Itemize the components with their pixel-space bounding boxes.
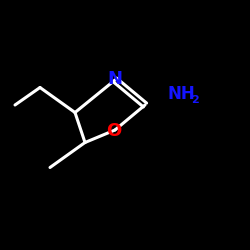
Text: O: O [106,122,122,140]
Text: 2: 2 [191,95,199,105]
Text: NH: NH [168,85,195,103]
Text: N: N [108,70,122,88]
